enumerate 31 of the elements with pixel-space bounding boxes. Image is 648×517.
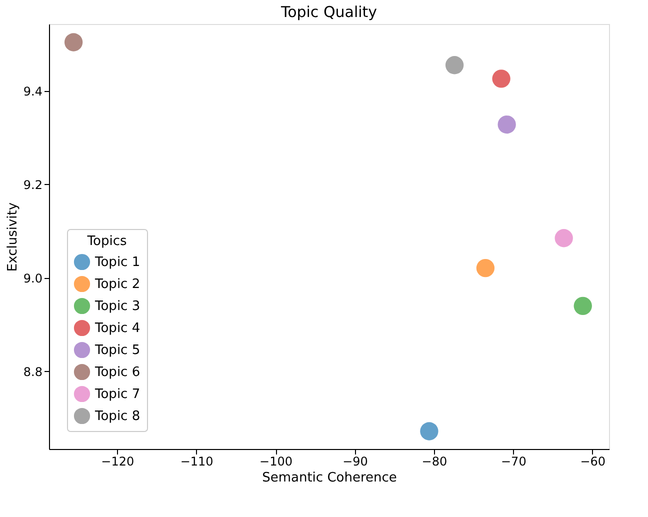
legend-label: Topic 1 (94, 255, 140, 270)
y-axis-title: Exclusivity (5, 202, 20, 272)
point (445, 56, 464, 74)
point (498, 115, 516, 134)
chart-title: Topic Quality (280, 3, 378, 21)
x-tick-label: −70 (500, 454, 526, 468)
x-tick-label: −80 (422, 454, 448, 468)
point (492, 70, 510, 88)
y-tick-label: 8.8 (23, 364, 42, 379)
legend-title: Topics (86, 234, 127, 249)
legend-label: Topic 5 (94, 343, 140, 358)
y-tick-label: 9.4 (23, 84, 42, 98)
legend-label: Topic 4 (94, 321, 140, 336)
x-tick-label: −100 (260, 454, 293, 468)
y-tick-label: 9.2 (23, 178, 42, 192)
legend-label: Topic 2 (94, 277, 140, 292)
x-tick-label: −60 (580, 454, 606, 468)
legend-label: Topic 6 (94, 365, 140, 380)
x-tick-label: −120 (101, 454, 134, 468)
point (574, 296, 592, 315)
x-axis-title: Semantic Coherence (262, 470, 397, 486)
y-tick-label: 9.0 (23, 271, 42, 286)
point (420, 422, 438, 440)
point (64, 33, 83, 52)
point (554, 229, 573, 248)
legend-label: Topic 7 (94, 387, 140, 402)
legend-label: Topic 3 (94, 299, 140, 314)
x-tick-label: −110 (180, 454, 214, 468)
point (476, 258, 495, 278)
legend-label: Topic 8 (94, 409, 140, 424)
x-tick-label: −90 (342, 454, 368, 468)
